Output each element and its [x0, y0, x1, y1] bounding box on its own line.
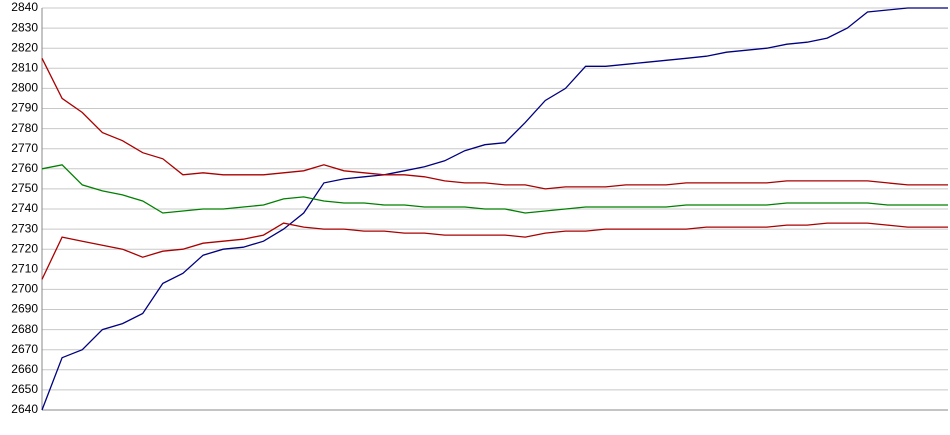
y-tick-label: 2780	[11, 121, 38, 135]
y-tick-label: 2720	[11, 241, 38, 255]
y-tick-label: 2800	[11, 81, 38, 95]
y-tick-label: 2640	[11, 402, 38, 416]
y-tick-label: 2740	[11, 201, 38, 215]
y-tick-label: 2690	[11, 302, 38, 316]
y-tick-label: 2760	[11, 161, 38, 175]
y-tick-label: 2790	[11, 101, 38, 115]
y-tick-label: 2650	[11, 382, 38, 396]
y-tick-label: 2820	[11, 40, 38, 54]
series-line	[41, 58, 948, 190]
y-tick-label: 2730	[11, 221, 38, 235]
series-line	[41, 222, 948, 280]
y-tick-label: 2840	[11, 0, 38, 14]
y-tick-label: 2670	[11, 342, 38, 356]
y-tick-label: 2750	[11, 181, 38, 195]
y-tick-label: 2660	[11, 362, 38, 376]
series-line	[41, 164, 948, 214]
y-tick-label: 2710	[11, 261, 38, 275]
y-tick-label: 2770	[11, 141, 38, 155]
y-tick-label: 2700	[11, 282, 38, 296]
y-tick-label: 2680	[11, 322, 38, 336]
y-tick-label: 2810	[11, 60, 38, 74]
y-tick-label: 2830	[11, 20, 38, 34]
series-line	[41, 7, 948, 411]
